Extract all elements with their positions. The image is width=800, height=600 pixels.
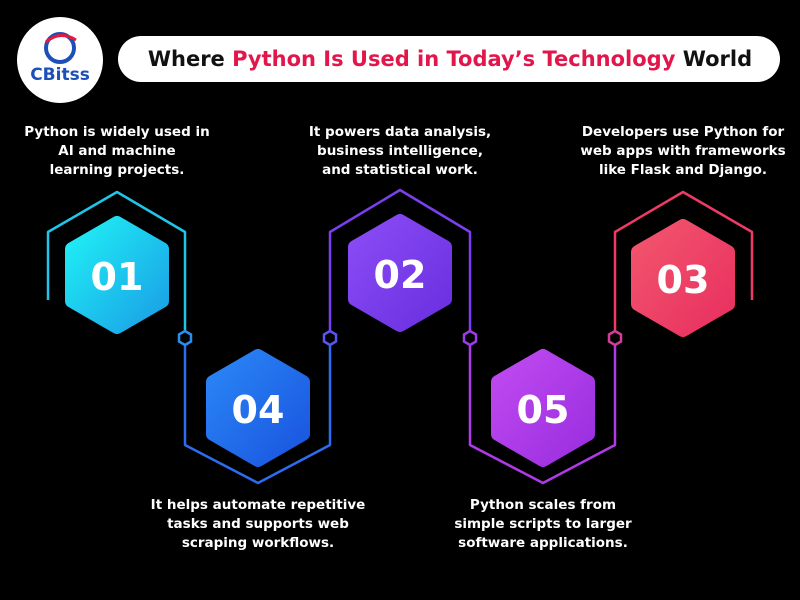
step-hexagon	[491, 349, 595, 467]
title-pill	[118, 36, 780, 82]
title-part: Where	[148, 47, 232, 71]
step-description: It powers data analysis,	[309, 124, 491, 140]
step-description: software applications.	[458, 535, 628, 551]
step-hexagon	[348, 214, 452, 332]
step-description: scraping workflows.	[182, 535, 334, 551]
logo-swoosh	[45, 34, 77, 44]
logo-text: CBitss	[30, 65, 90, 85]
step-description: simple scripts to larger	[454, 516, 632, 532]
step-number: 05	[517, 388, 570, 432]
step-number: 04	[232, 388, 285, 432]
connector	[468, 346, 617, 485]
step-hexagon	[631, 219, 735, 337]
step-description: AI and machine	[58, 143, 175, 159]
connector	[328, 188, 472, 330]
step-number: 03	[657, 258, 710, 302]
step-description: business intelligence,	[317, 143, 483, 159]
node	[462, 329, 478, 347]
step-description: tasks and supports web	[167, 516, 349, 532]
node	[177, 329, 193, 347]
connector	[183, 346, 332, 485]
step-description: Python scales from	[470, 497, 616, 513]
step-hexagon	[65, 216, 169, 334]
node	[607, 329, 623, 347]
node	[322, 329, 338, 347]
title-highlight: Python Is Used in Today’s Technology	[232, 47, 676, 71]
step-description: It helps automate repetitive	[151, 497, 366, 513]
title: Where Python Is Used in Today’s Technolo…	[148, 47, 752, 71]
step-number: 01	[91, 255, 144, 299]
steps: 01 Python is widely used in AI and machine…	[24, 124, 785, 551]
title-part: World	[675, 47, 752, 71]
step-description: learning projects.	[50, 162, 185, 178]
step-description: web apps with frameworks	[580, 143, 785, 159]
step-hexagon	[206, 349, 310, 467]
step-description: Python is widely used in	[24, 124, 209, 140]
connector	[46, 190, 187, 330]
step-number: 02	[374, 253, 427, 297]
step-description: like Flask and Django.	[599, 162, 767, 178]
connector	[613, 190, 754, 330]
step-description: and statistical work.	[322, 162, 478, 178]
step-description: Developers use Python for	[582, 124, 785, 140]
